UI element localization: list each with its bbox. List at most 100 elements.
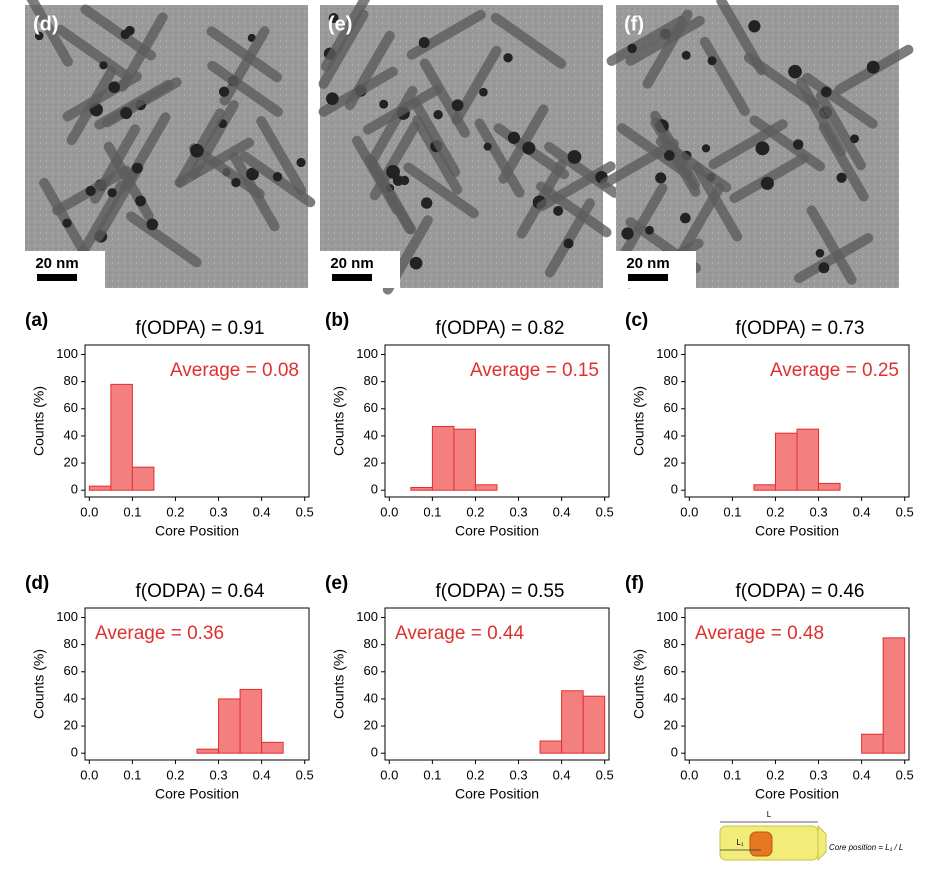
y-tick-label: 80 <box>364 373 378 388</box>
core-particle <box>34 31 44 41</box>
core-particle <box>218 86 230 97</box>
core-particle <box>296 157 306 168</box>
y-axis-label: Counts (%) <box>31 386 47 456</box>
core-particle <box>125 25 135 36</box>
nanorod <box>39 177 90 258</box>
nanorod <box>117 12 168 92</box>
histogram-bar <box>582 695 606 754</box>
chart-title: f(ODPA) = 0.64 <box>135 581 264 602</box>
core-particle <box>507 131 521 144</box>
core-particle <box>755 141 770 156</box>
core-particle <box>392 175 404 186</box>
core-particle <box>418 37 430 48</box>
core-particle <box>190 143 204 158</box>
x-tick-label: 0.2 <box>466 767 484 782</box>
core-particle <box>421 197 433 209</box>
x-axis-label: Core Position <box>155 786 239 802</box>
y-tick-label: 100 <box>656 609 678 624</box>
chart-label: (e) <box>325 573 348 594</box>
rod-tip <box>817 824 827 862</box>
panel-label: (d) <box>33 13 59 35</box>
scale-bar-label: 20 nm <box>35 255 78 272</box>
y-tick-label: 20 <box>64 718 78 733</box>
y-tick-label: 40 <box>364 690 378 705</box>
core-particle <box>553 205 564 216</box>
core-particle <box>850 134 859 144</box>
x-tick-label: 0.0 <box>80 504 98 519</box>
y-tick-label: 80 <box>664 636 678 651</box>
x-tick-label: 0.4 <box>553 504 571 519</box>
nanorod <box>22 0 73 67</box>
core-particle <box>788 64 802 79</box>
x-tick-label: 0.3 <box>809 504 827 519</box>
x-tick-label: 0.3 <box>809 767 827 782</box>
histogram-bar <box>196 748 220 754</box>
nanorod <box>80 4 156 61</box>
core-particle <box>836 172 847 183</box>
micrograph: (f) 20 nm <box>599 0 914 289</box>
y-tick-label: 80 <box>664 373 678 388</box>
core-particle <box>815 248 825 258</box>
y-tick-label: 60 <box>64 663 78 678</box>
nanorod <box>410 97 461 177</box>
x-tick-label: 0.5 <box>296 767 314 782</box>
nanorod <box>189 143 265 200</box>
nanorod <box>490 12 567 69</box>
core-particle <box>108 81 121 93</box>
nanorod <box>320 0 371 72</box>
core-particle <box>107 188 117 198</box>
core-particle <box>503 53 513 63</box>
scale-bar-box <box>320 251 400 288</box>
y-tick-label: 80 <box>364 636 378 651</box>
x-tick-label: 0.0 <box>680 504 698 519</box>
x-tick-label: 0.0 <box>380 767 398 782</box>
plot-frame <box>84 344 310 498</box>
panel-label: (e) <box>328 13 352 35</box>
y-tick-label: 40 <box>664 690 678 705</box>
y-tick-label: 60 <box>664 400 678 415</box>
x-tick-label: 0.0 <box>380 504 398 519</box>
chart-title: f(ODPA) = 0.46 <box>735 581 864 602</box>
core-particle <box>760 176 774 190</box>
x-tick-label: 0.2 <box>766 504 784 519</box>
core-particle <box>272 172 283 182</box>
chart: (f) f(ODPA) = 0.46 0 20 40 60 80 100 0.0 0.1 0.2 0.… <box>625 573 914 802</box>
x-tick-label: 0.2 <box>166 504 184 519</box>
y-tick-label: 80 <box>64 373 78 388</box>
annotation: Average = 0.15 <box>470 360 599 381</box>
histogram-bar <box>239 688 263 754</box>
scale-bar-label: 20 nm <box>626 255 669 272</box>
core-particle <box>451 99 464 112</box>
core-particle <box>627 43 637 54</box>
histogram-bar <box>131 466 155 491</box>
x-tick-label: 0.5 <box>596 504 614 519</box>
chart-label: (f) <box>625 573 644 594</box>
y-tick-label: 20 <box>64 455 78 470</box>
y-tick-label: 80 <box>64 636 78 651</box>
y-tick-label: 100 <box>56 346 78 361</box>
histogram-bar <box>561 690 584 754</box>
chart-title: f(ODPA) = 0.82 <box>435 318 564 339</box>
core-particle <box>120 107 133 120</box>
core-particle <box>328 13 339 24</box>
core-particle <box>326 92 339 106</box>
core-particle <box>379 99 389 109</box>
scale-bar <box>37 274 77 281</box>
histogram-bar <box>753 484 776 491</box>
x-tick-label: 0.1 <box>423 767 441 782</box>
y-tick-label: 0 <box>671 745 678 760</box>
histogram-bar <box>861 733 884 754</box>
nanorod <box>743 52 820 109</box>
x-tick-label: 0.4 <box>853 767 871 782</box>
nanorod <box>617 183 668 263</box>
x-tick-label: 0.2 <box>166 767 184 782</box>
nanorod <box>708 119 788 170</box>
nanorod <box>120 112 171 192</box>
chart-label: (b) <box>325 310 349 331</box>
x-tick-label: 0.5 <box>296 504 314 519</box>
y-tick-label: 60 <box>64 400 78 415</box>
y-axis-label: Counts (%) <box>31 649 47 719</box>
y-tick-label: 100 <box>356 609 378 624</box>
x-tick-label: 0.4 <box>853 504 871 519</box>
annotation: Average = 0.25 <box>770 360 899 381</box>
